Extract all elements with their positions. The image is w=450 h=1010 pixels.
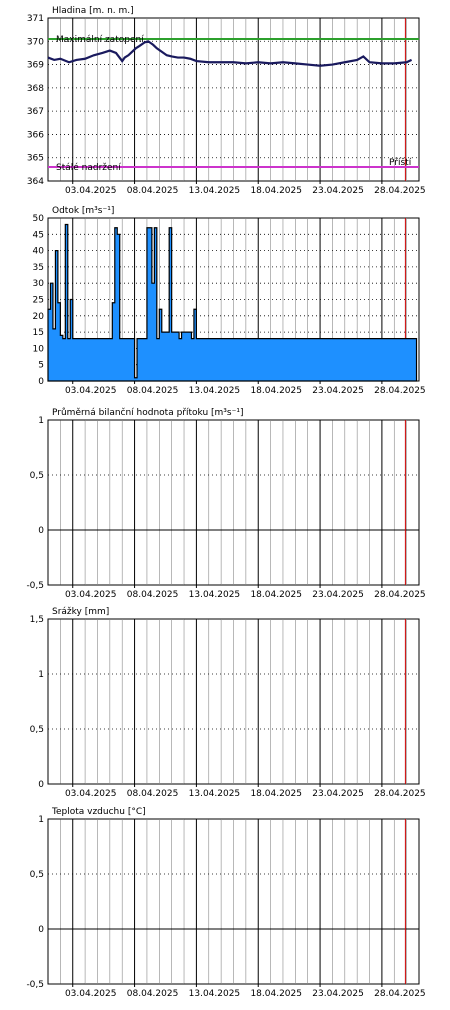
x-tick-label: 18.04.2025 [250,386,302,396]
x-tick-label: 28.04.2025 [374,989,426,999]
y-tick-label: -0,5 [26,980,44,990]
y-tick-label: 0,5 [30,725,44,735]
chart-panel-1: Hladina [m. n. m.] 364 365 366 367 368 369 370 3… [27,6,426,196]
y-tick-label: 0,5 [30,870,44,880]
reference-line-label: Stálé nadržení [56,162,121,173]
x-tick-label: 28.04.2025 [374,789,426,799]
y-tick-label: 0 [38,780,44,790]
y-tick-label: -0,5 [26,581,44,591]
x-tick-label: 23.04.2025 [312,789,364,799]
y-tick-label: 25 [33,296,44,306]
x-tick-label: 03.04.2025 [65,789,117,799]
x-tick-label: 13.04.2025 [189,789,241,799]
x-tick-label: 18.04.2025 [250,789,302,799]
chart-panel-5: Teplota vzduchu [°C] -0,5 0 0,5 1 03.04.2025 0… [26,807,425,999]
x-tick-label: 03.04.2025 [65,989,117,999]
x-tick-label: 23.04.2025 [312,186,364,196]
x-tick-label: 08.04.2025 [127,989,179,999]
y-tick-label: 366 [27,130,44,140]
y-tick-label: 20 [33,312,45,322]
x-tick-label: 13.04.2025 [189,590,241,600]
reference-line-label: Maximální zatopení [56,35,144,45]
y-tick-label: 1 [38,815,44,825]
x-tick-label: 28.04.2025 [374,386,426,396]
y-tick-label: 0 [38,526,44,536]
x-tick-label: 28.04.2025 [374,186,426,196]
y-tick-label: 368 [27,84,44,94]
y-tick-label: 45 [33,230,44,240]
chart-title: Hladina [m. n. m.] [52,6,134,16]
x-tick-label: 08.04.2025 [127,386,179,396]
y-tick-label: 15 [33,328,44,338]
y-tick-label: 1 [38,670,44,680]
y-tick-label: 50 [33,214,45,224]
chart-panel-4: Srážky [mm] 0 0,5 1 1,5 03.04.2025 08.04.2025 1… [30,607,426,799]
y-tick-label: 371 [27,14,44,24]
x-tick-label: 18.04.2025 [250,186,302,196]
y-tick-label: 30 [33,279,45,289]
y-tick-label: 5 [38,361,44,371]
x-tick-label: 18.04.2025 [250,989,302,999]
x-tick-label: 08.04.2025 [127,789,179,799]
x-tick-label: 08.04.2025 [127,186,179,196]
x-tick-label: 18.04.2025 [250,590,302,600]
x-tick-label: 03.04.2025 [65,386,117,396]
chart-title: Průměrná bilanční hodnota přítoku [m³s⁻¹… [52,407,243,418]
chart-panel-2: Odtok [m³s⁻¹] 0 5 10 15 20 25 30 35 40 45 50 03.04.2… [33,206,426,396]
x-tick-label: 03.04.2025 [65,186,117,196]
outflow-area [47,223,418,382]
y-tick-label: 369 [27,61,44,71]
x-tick-label: 23.04.2025 [312,989,364,999]
right-marker-label: Příští [389,157,412,168]
y-tick-label: 0 [38,377,44,387]
y-tick-label: 364 [27,177,44,187]
y-tick-label: 1 [38,416,44,426]
chart-title: Srážky [mm] [52,607,109,617]
chart-title: Teplota vzduchu [°C] [51,807,146,817]
y-tick-label: 10 [33,344,45,354]
x-tick-label: 13.04.2025 [189,989,241,999]
x-tick-label: 08.04.2025 [127,590,179,600]
chart-panel-3: Průměrná bilanční hodnota přítoku [m³s⁻¹… [26,407,425,600]
y-tick-label: 0,5 [30,471,44,481]
x-tick-label: 13.04.2025 [189,186,241,196]
y-tick-label: 40 [33,247,45,257]
y-tick-label: 0 [38,925,44,935]
x-tick-label: 03.04.2025 [65,590,117,600]
chart-title: Odtok [m³s⁻¹] [52,206,114,216]
x-tick-label: 13.04.2025 [189,386,241,396]
series-line [47,40,413,67]
y-tick-label: 370 [27,37,44,47]
x-tick-label: 23.04.2025 [312,386,364,396]
x-tick-label: 23.04.2025 [312,590,364,600]
y-tick-label: 35 [33,263,44,273]
y-tick-label: 365 [27,154,44,164]
y-tick-label: 1,5 [30,615,44,625]
y-tick-label: 367 [27,107,44,117]
x-tick-label: 28.04.2025 [374,590,426,600]
